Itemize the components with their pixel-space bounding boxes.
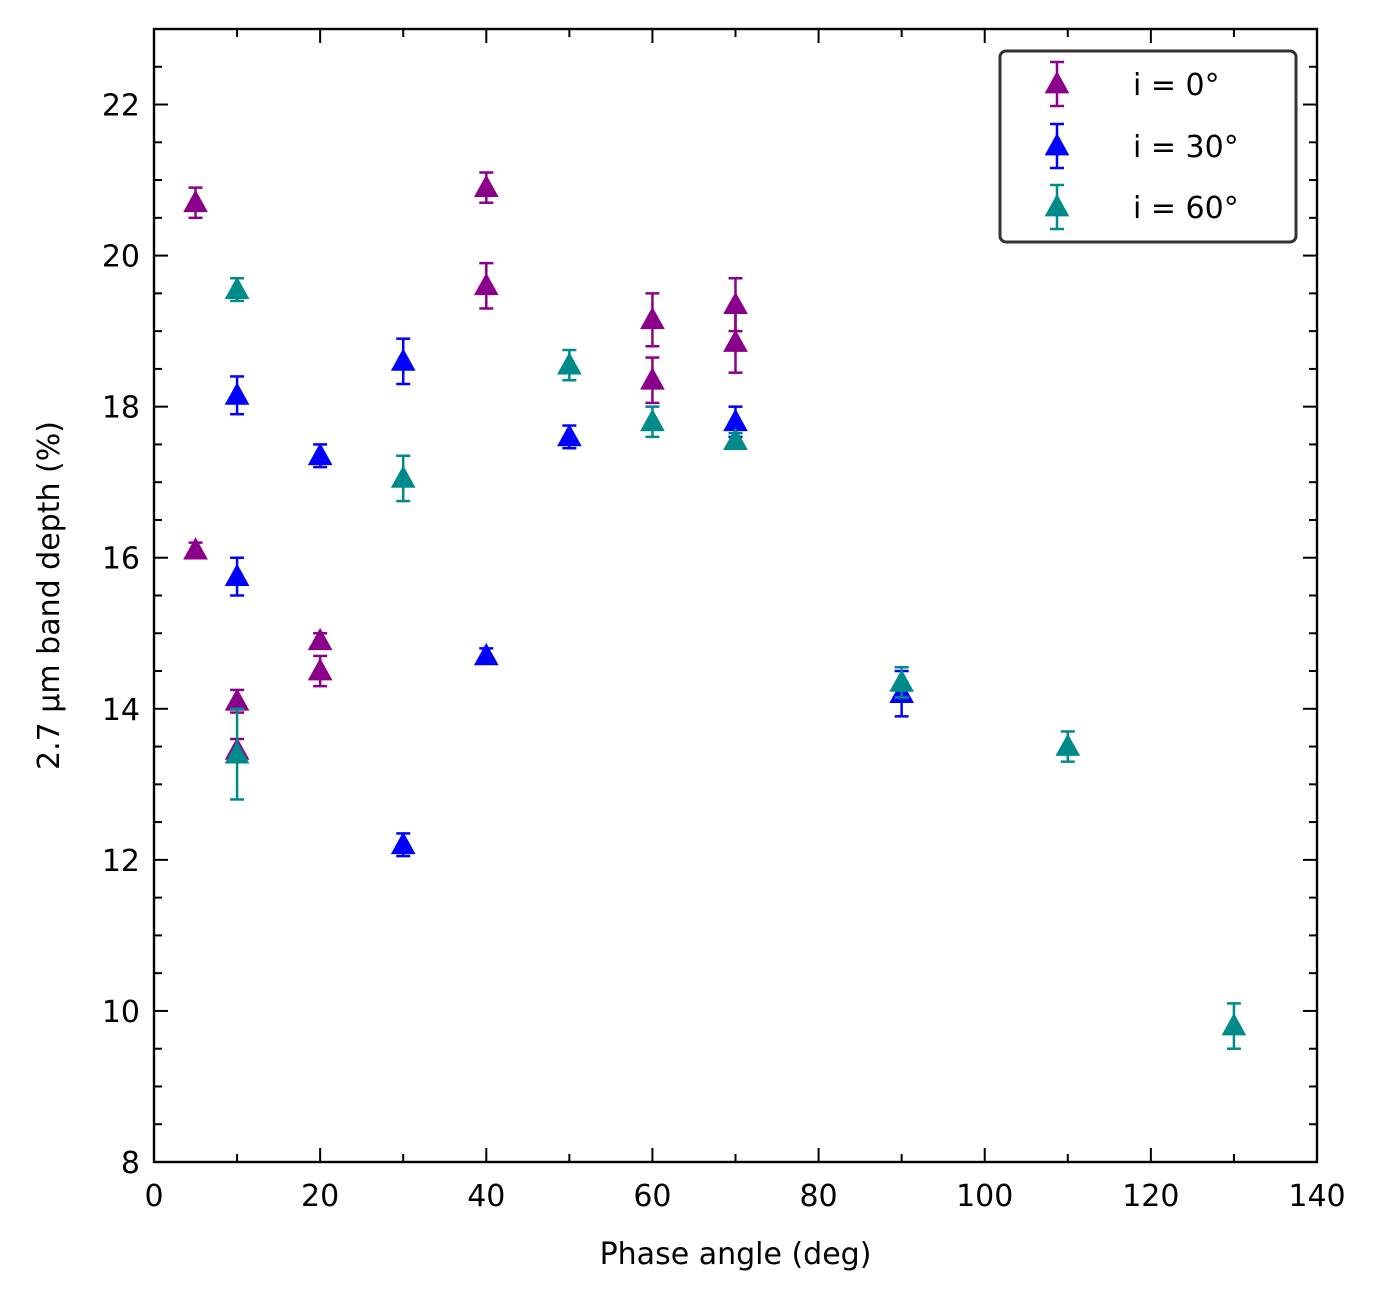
legend-marker xyxy=(1044,71,1070,94)
y-tick-label: 12 xyxy=(102,844,140,879)
minor-ticks xyxy=(154,28,1317,1162)
data-point xyxy=(723,408,748,432)
data-point xyxy=(473,272,499,296)
data-point xyxy=(307,442,333,466)
data-point xyxy=(889,669,914,692)
data-point xyxy=(224,741,250,764)
legend-entry: i = 0° xyxy=(1044,60,1220,108)
series-0 xyxy=(183,171,748,763)
y-tick-label: 22 xyxy=(102,89,140,124)
legend-marker xyxy=(1044,133,1070,156)
series-1 xyxy=(224,337,914,858)
data-point xyxy=(224,276,250,299)
data-point xyxy=(307,658,333,681)
data-point xyxy=(1055,733,1081,756)
data-point xyxy=(723,291,748,315)
data-point xyxy=(183,537,208,560)
data-point xyxy=(224,563,250,586)
x-tick-label: 140 xyxy=(1288,1179,1345,1214)
y-tick-label: 16 xyxy=(102,542,140,577)
x-tick-label: 120 xyxy=(1122,1179,1179,1214)
legend-box xyxy=(998,49,1298,244)
data-point xyxy=(557,352,582,375)
y-tick-label: 20 xyxy=(102,240,140,275)
data-point xyxy=(473,174,499,197)
data-point xyxy=(640,367,665,390)
data-point xyxy=(307,627,333,651)
y-tick-label: 14 xyxy=(102,693,140,728)
x-tick-label: 0 xyxy=(144,1179,163,1214)
y-axis-title: 2.7 µm band depth (%) xyxy=(32,421,67,770)
plot-points xyxy=(183,171,1247,1050)
data-point xyxy=(723,427,748,451)
legend-entry: i = 60° xyxy=(1044,183,1239,231)
data-point xyxy=(390,348,416,371)
data-point xyxy=(224,688,250,711)
series-2 xyxy=(224,276,1247,1050)
x-tick-label: 80 xyxy=(799,1179,837,1214)
data-point xyxy=(723,329,748,352)
legend-label: i = 0° xyxy=(1133,68,1220,103)
data-point xyxy=(390,831,416,855)
data-point xyxy=(640,306,665,330)
legend-label: i = 60° xyxy=(1133,191,1239,226)
legend-label: i = 30° xyxy=(1133,130,1239,165)
x-tick-label: 60 xyxy=(633,1179,671,1214)
data-point xyxy=(224,382,250,405)
legend-entry: i = 30° xyxy=(1044,122,1239,170)
data-point xyxy=(640,408,665,432)
y-tick-label: 8 xyxy=(121,1146,140,1181)
data-point xyxy=(183,189,208,213)
tick-labels: 0 20 40 60 80 100 120 140 8 10 12 14 16 18 20 22 xyxy=(102,89,1346,1214)
x-tick-label: 40 xyxy=(467,1179,505,1214)
data-point xyxy=(557,423,582,447)
data-point xyxy=(1221,1013,1247,1036)
data-point xyxy=(473,642,499,666)
x-tick-label: 100 xyxy=(956,1179,1013,1214)
x-axis-title: Phase angle (deg) xyxy=(600,1237,872,1272)
y-tick-label: 10 xyxy=(102,995,140,1030)
x-tick-label: 20 xyxy=(301,1179,339,1214)
data-point xyxy=(390,465,416,488)
legend: i = 0° i = 30° i = 60° xyxy=(998,49,1298,244)
plot-frame xyxy=(152,27,1319,1164)
legend-marker xyxy=(1044,194,1070,217)
y-tick-label: 18 xyxy=(102,391,140,426)
